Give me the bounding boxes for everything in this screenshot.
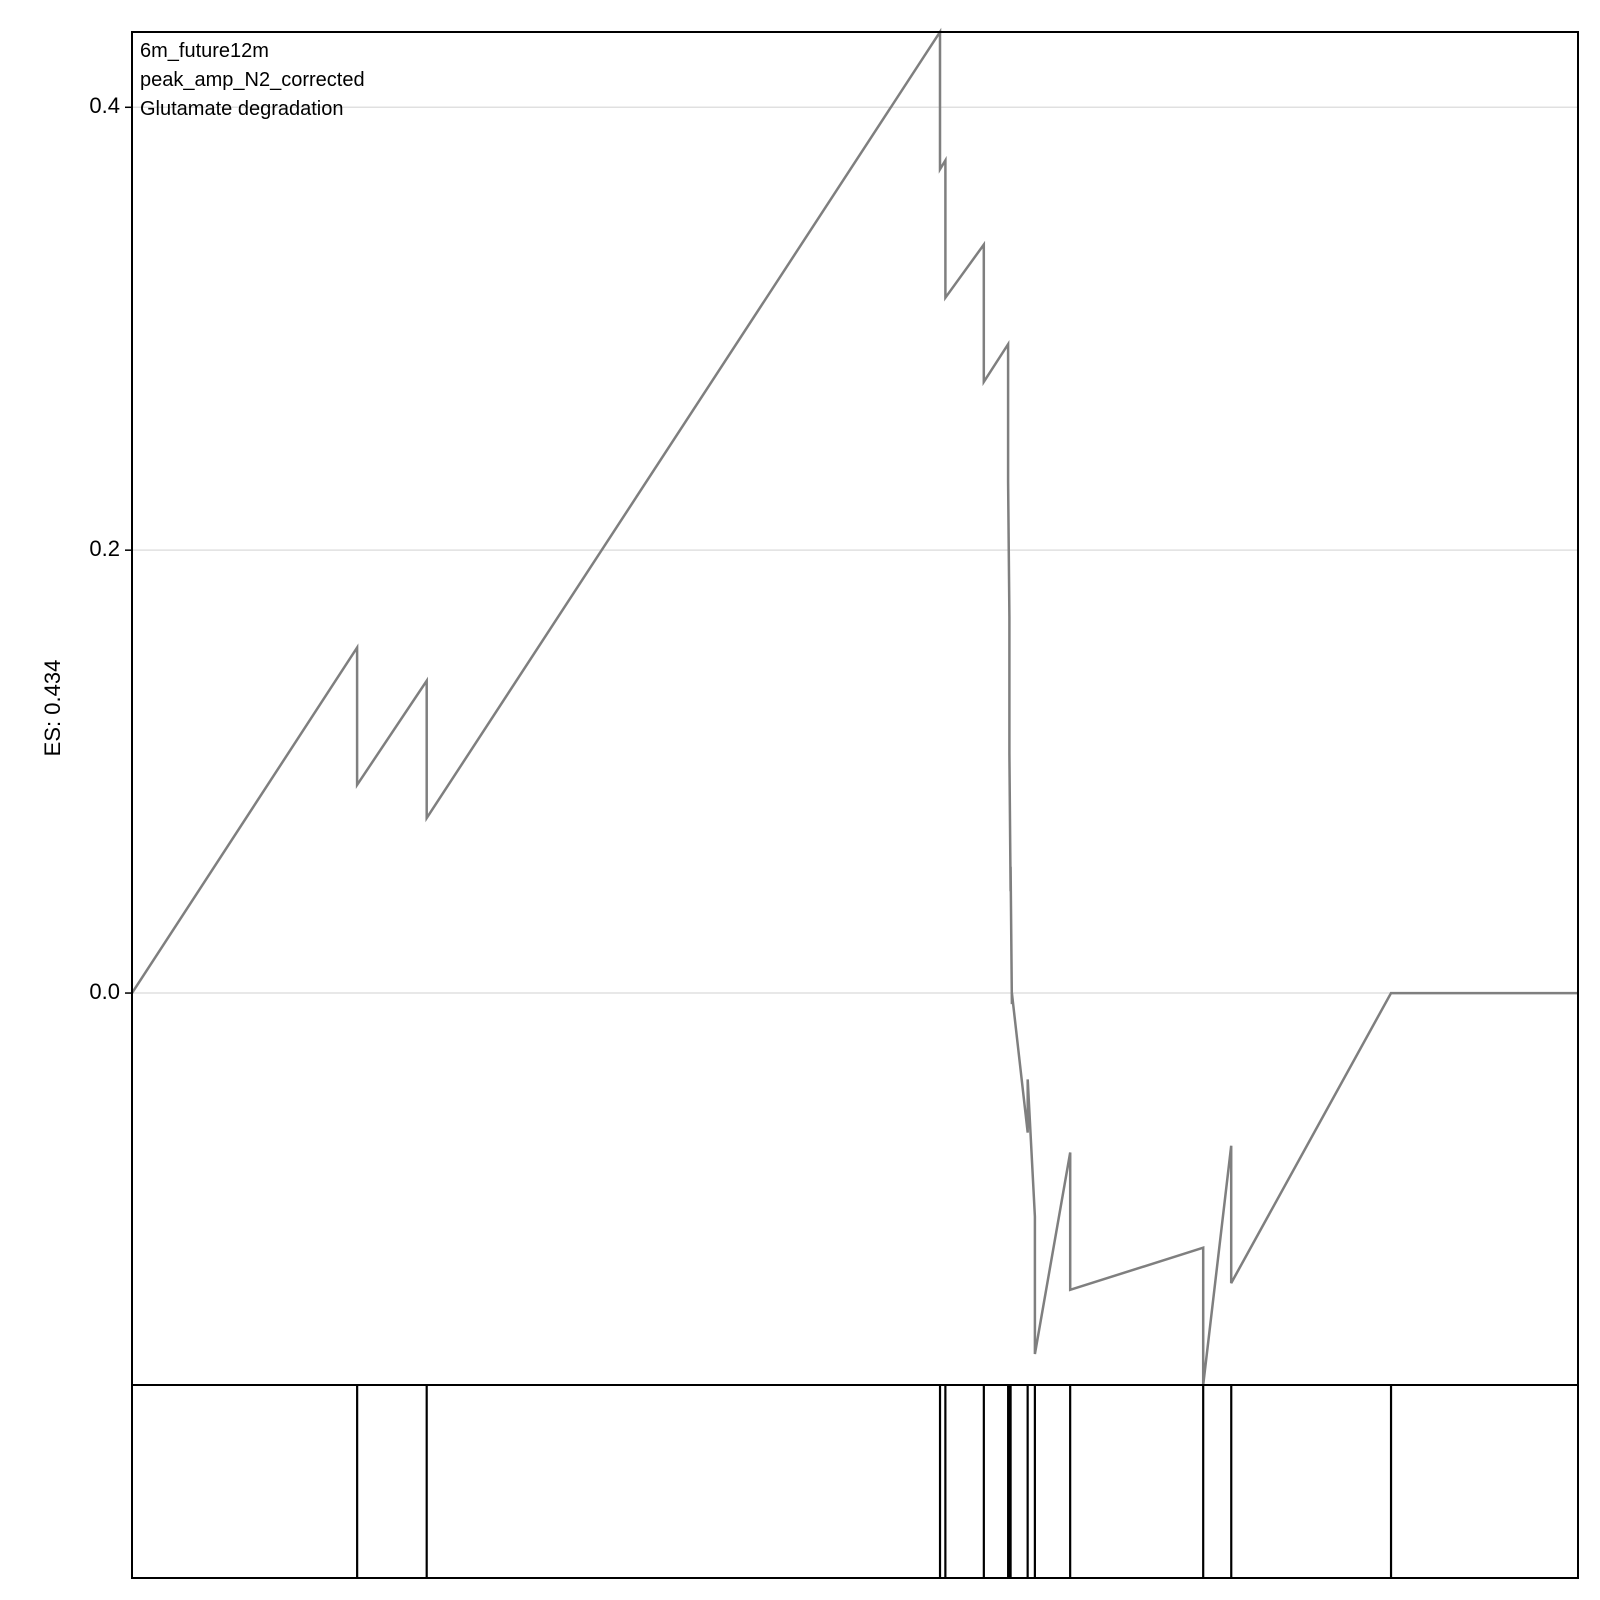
y-tick-label: 0.0 xyxy=(89,979,120,1004)
annotation-block: 6m_future12m peak_amp_N2_corrected Glutama… xyxy=(140,40,365,120)
plot-frame xyxy=(131,31,1579,1386)
annotation-line: Glutamate degradation xyxy=(140,98,343,120)
annotation-line: peak_amp_N2_corrected xyxy=(140,69,365,91)
y-axis-label: ES: 0.434 xyxy=(40,660,65,757)
y-axis: 0.0 0.2 0.4 xyxy=(89,93,132,1004)
y-tick-label: 0.2 xyxy=(89,536,120,561)
annotation-line: 6m_future12m xyxy=(140,40,269,62)
hit-track xyxy=(356,1385,1393,1578)
y-tick-label: 0.4 xyxy=(89,93,120,118)
es-curve-line xyxy=(130,27,1578,1386)
grid-lines xyxy=(132,106,1578,994)
hit-track-frame xyxy=(131,1384,1579,1579)
